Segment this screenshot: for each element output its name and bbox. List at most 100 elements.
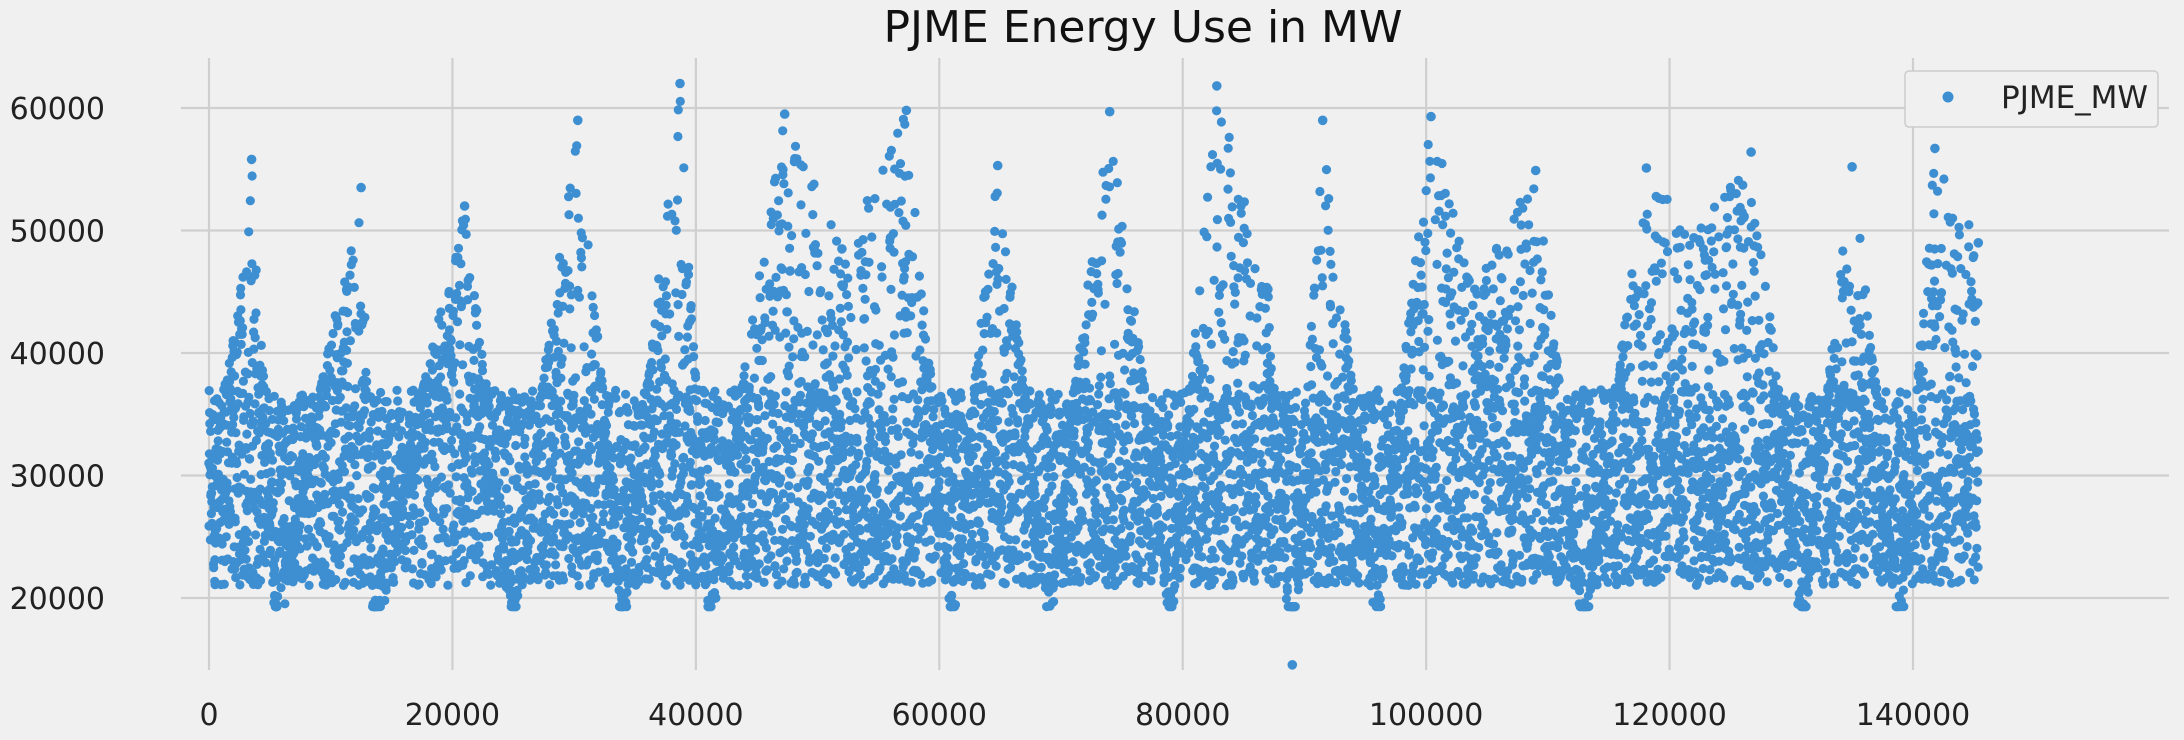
data-point bbox=[967, 529, 978, 540]
data-point bbox=[626, 453, 636, 463]
data-point bbox=[667, 450, 677, 460]
data-point bbox=[859, 314, 870, 324]
data-point bbox=[1014, 338, 1024, 348]
data-point bbox=[872, 485, 882, 495]
data-point bbox=[407, 564, 418, 574]
data-point bbox=[820, 416, 830, 426]
data-point bbox=[762, 433, 773, 444]
data-point bbox=[1119, 505, 1129, 515]
data-point bbox=[1110, 562, 1120, 572]
data-point bbox=[1124, 435, 1134, 445]
data-point bbox=[302, 541, 312, 551]
data-point bbox=[622, 587, 632, 598]
data-point bbox=[664, 564, 674, 574]
data-point bbox=[679, 532, 689, 542]
data-point bbox=[344, 431, 354, 441]
data-point bbox=[366, 520, 376, 530]
data-point bbox=[537, 451, 547, 461]
data-point bbox=[251, 435, 261, 446]
data-point bbox=[1000, 247, 1011, 257]
data-point bbox=[550, 550, 560, 560]
data-point bbox=[419, 516, 430, 526]
data-point bbox=[389, 481, 399, 491]
data-point bbox=[228, 420, 238, 430]
data-point bbox=[273, 591, 283, 602]
data-point bbox=[345, 481, 355, 491]
data-point bbox=[627, 536, 637, 546]
data-point bbox=[991, 242, 1001, 252]
data-point bbox=[741, 454, 751, 464]
data-point bbox=[892, 531, 902, 541]
data-point bbox=[1025, 386, 1035, 396]
data-point bbox=[685, 457, 695, 467]
data-point bbox=[1109, 472, 1119, 482]
data-point bbox=[1112, 278, 1122, 289]
data-point bbox=[573, 213, 584, 223]
data-point bbox=[883, 465, 894, 476]
data-point bbox=[364, 433, 374, 443]
data-point bbox=[382, 397, 392, 407]
data-point bbox=[647, 506, 657, 516]
data-point bbox=[1120, 365, 1130, 375]
data-point bbox=[896, 450, 906, 460]
data-point bbox=[245, 196, 255, 206]
data-point bbox=[596, 528, 607, 538]
data-point bbox=[1119, 446, 1129, 456]
data-point bbox=[993, 416, 1003, 426]
data-point bbox=[795, 390, 806, 400]
data-point bbox=[267, 477, 277, 487]
data-point bbox=[814, 456, 824, 466]
data-point bbox=[1117, 496, 1127, 506]
data-point bbox=[681, 508, 691, 518]
data-point bbox=[343, 381, 353, 392]
data-point bbox=[336, 417, 346, 427]
data-point bbox=[895, 511, 905, 521]
data-point bbox=[953, 433, 963, 443]
data-point bbox=[312, 542, 322, 552]
data-point bbox=[484, 401, 494, 412]
data-point bbox=[906, 577, 916, 587]
data-point bbox=[778, 126, 788, 136]
data-point bbox=[565, 519, 575, 529]
data-point bbox=[1175, 573, 1185, 583]
data-point bbox=[1080, 338, 1090, 348]
data-point bbox=[1090, 488, 1100, 498]
data-point bbox=[894, 208, 904, 218]
data-point bbox=[754, 271, 765, 281]
data-point bbox=[831, 396, 841, 406]
data-point bbox=[973, 359, 983, 369]
data-point bbox=[893, 431, 903, 441]
data-point bbox=[888, 404, 898, 414]
data-point bbox=[572, 141, 582, 151]
data-point bbox=[577, 233, 588, 243]
data-point bbox=[991, 561, 1001, 571]
data-point bbox=[445, 488, 455, 498]
data-point bbox=[244, 227, 254, 237]
data-point bbox=[265, 545, 276, 555]
data-point bbox=[472, 305, 482, 315]
data-point bbox=[467, 486, 477, 496]
data-point bbox=[1091, 476, 1101, 486]
data-point bbox=[365, 534, 375, 544]
data-point bbox=[536, 428, 546, 438]
data-point bbox=[870, 470, 880, 480]
data-point bbox=[213, 436, 223, 446]
data-point bbox=[346, 246, 356, 256]
data-point bbox=[671, 225, 681, 235]
data-point bbox=[599, 509, 609, 519]
data-point bbox=[983, 284, 993, 294]
data-point bbox=[934, 476, 944, 487]
data-point bbox=[623, 407, 633, 417]
data-point bbox=[303, 524, 314, 534]
data-point bbox=[1113, 268, 1123, 279]
data-point bbox=[458, 360, 468, 370]
data-point bbox=[1085, 558, 1095, 568]
data-point bbox=[880, 436, 891, 447]
data-point bbox=[795, 438, 805, 449]
data-point bbox=[243, 536, 254, 547]
data-point bbox=[743, 464, 753, 474]
data-point bbox=[392, 385, 402, 395]
data-point bbox=[583, 240, 593, 250]
data-point bbox=[610, 519, 620, 529]
